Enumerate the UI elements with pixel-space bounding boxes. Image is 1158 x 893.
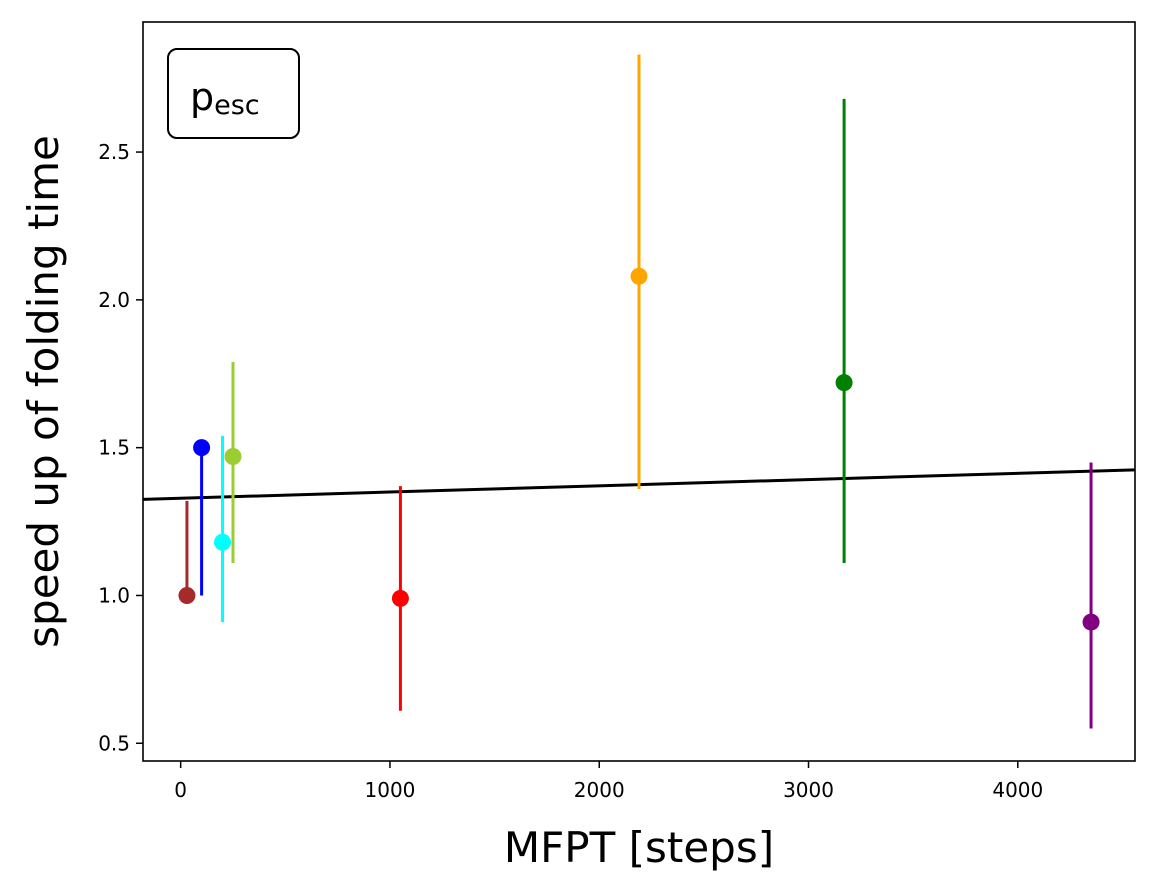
x-tick-label: 3000 [783, 778, 834, 802]
y-tick-label: 2.0 [98, 288, 130, 312]
y-tick-label: 1.5 [98, 436, 130, 460]
data-point [835, 374, 853, 392]
data-point [214, 533, 232, 551]
y-tick-label: 1.0 [98, 583, 130, 607]
x-tick-label: 1000 [365, 778, 416, 802]
y-axis-title: speed up of folding time [19, 135, 68, 648]
x-tick-label: 0 [174, 778, 187, 802]
annotation-label: pesc [190, 75, 260, 121]
y-axis-ticks: 0.5 1.0 1.5 2.0 2.5 [98, 140, 143, 755]
x-axis-title: MFPT [steps] [504, 823, 774, 872]
annotation-main: p [190, 75, 214, 119]
chart-marks [142, 54, 1136, 729]
x-tick-label: 2000 [574, 778, 625, 802]
data-point [630, 267, 648, 285]
plot-frame [142, 21, 1136, 762]
data-point [1082, 613, 1100, 631]
annotation-box: pesc [167, 48, 300, 139]
data-point [193, 439, 211, 457]
y-tick-label: 2.5 [98, 140, 130, 164]
annotation-subscript: esc [214, 90, 260, 121]
x-tick-label: 4000 [992, 778, 1043, 802]
x-axis-ticks: 0 1000 2000 3000 4000 [174, 761, 1043, 802]
data-point [224, 448, 242, 466]
data-point [391, 589, 409, 607]
annotation-frame [167, 48, 300, 139]
data-point [178, 586, 196, 604]
y-tick-label: 0.5 [98, 731, 130, 755]
